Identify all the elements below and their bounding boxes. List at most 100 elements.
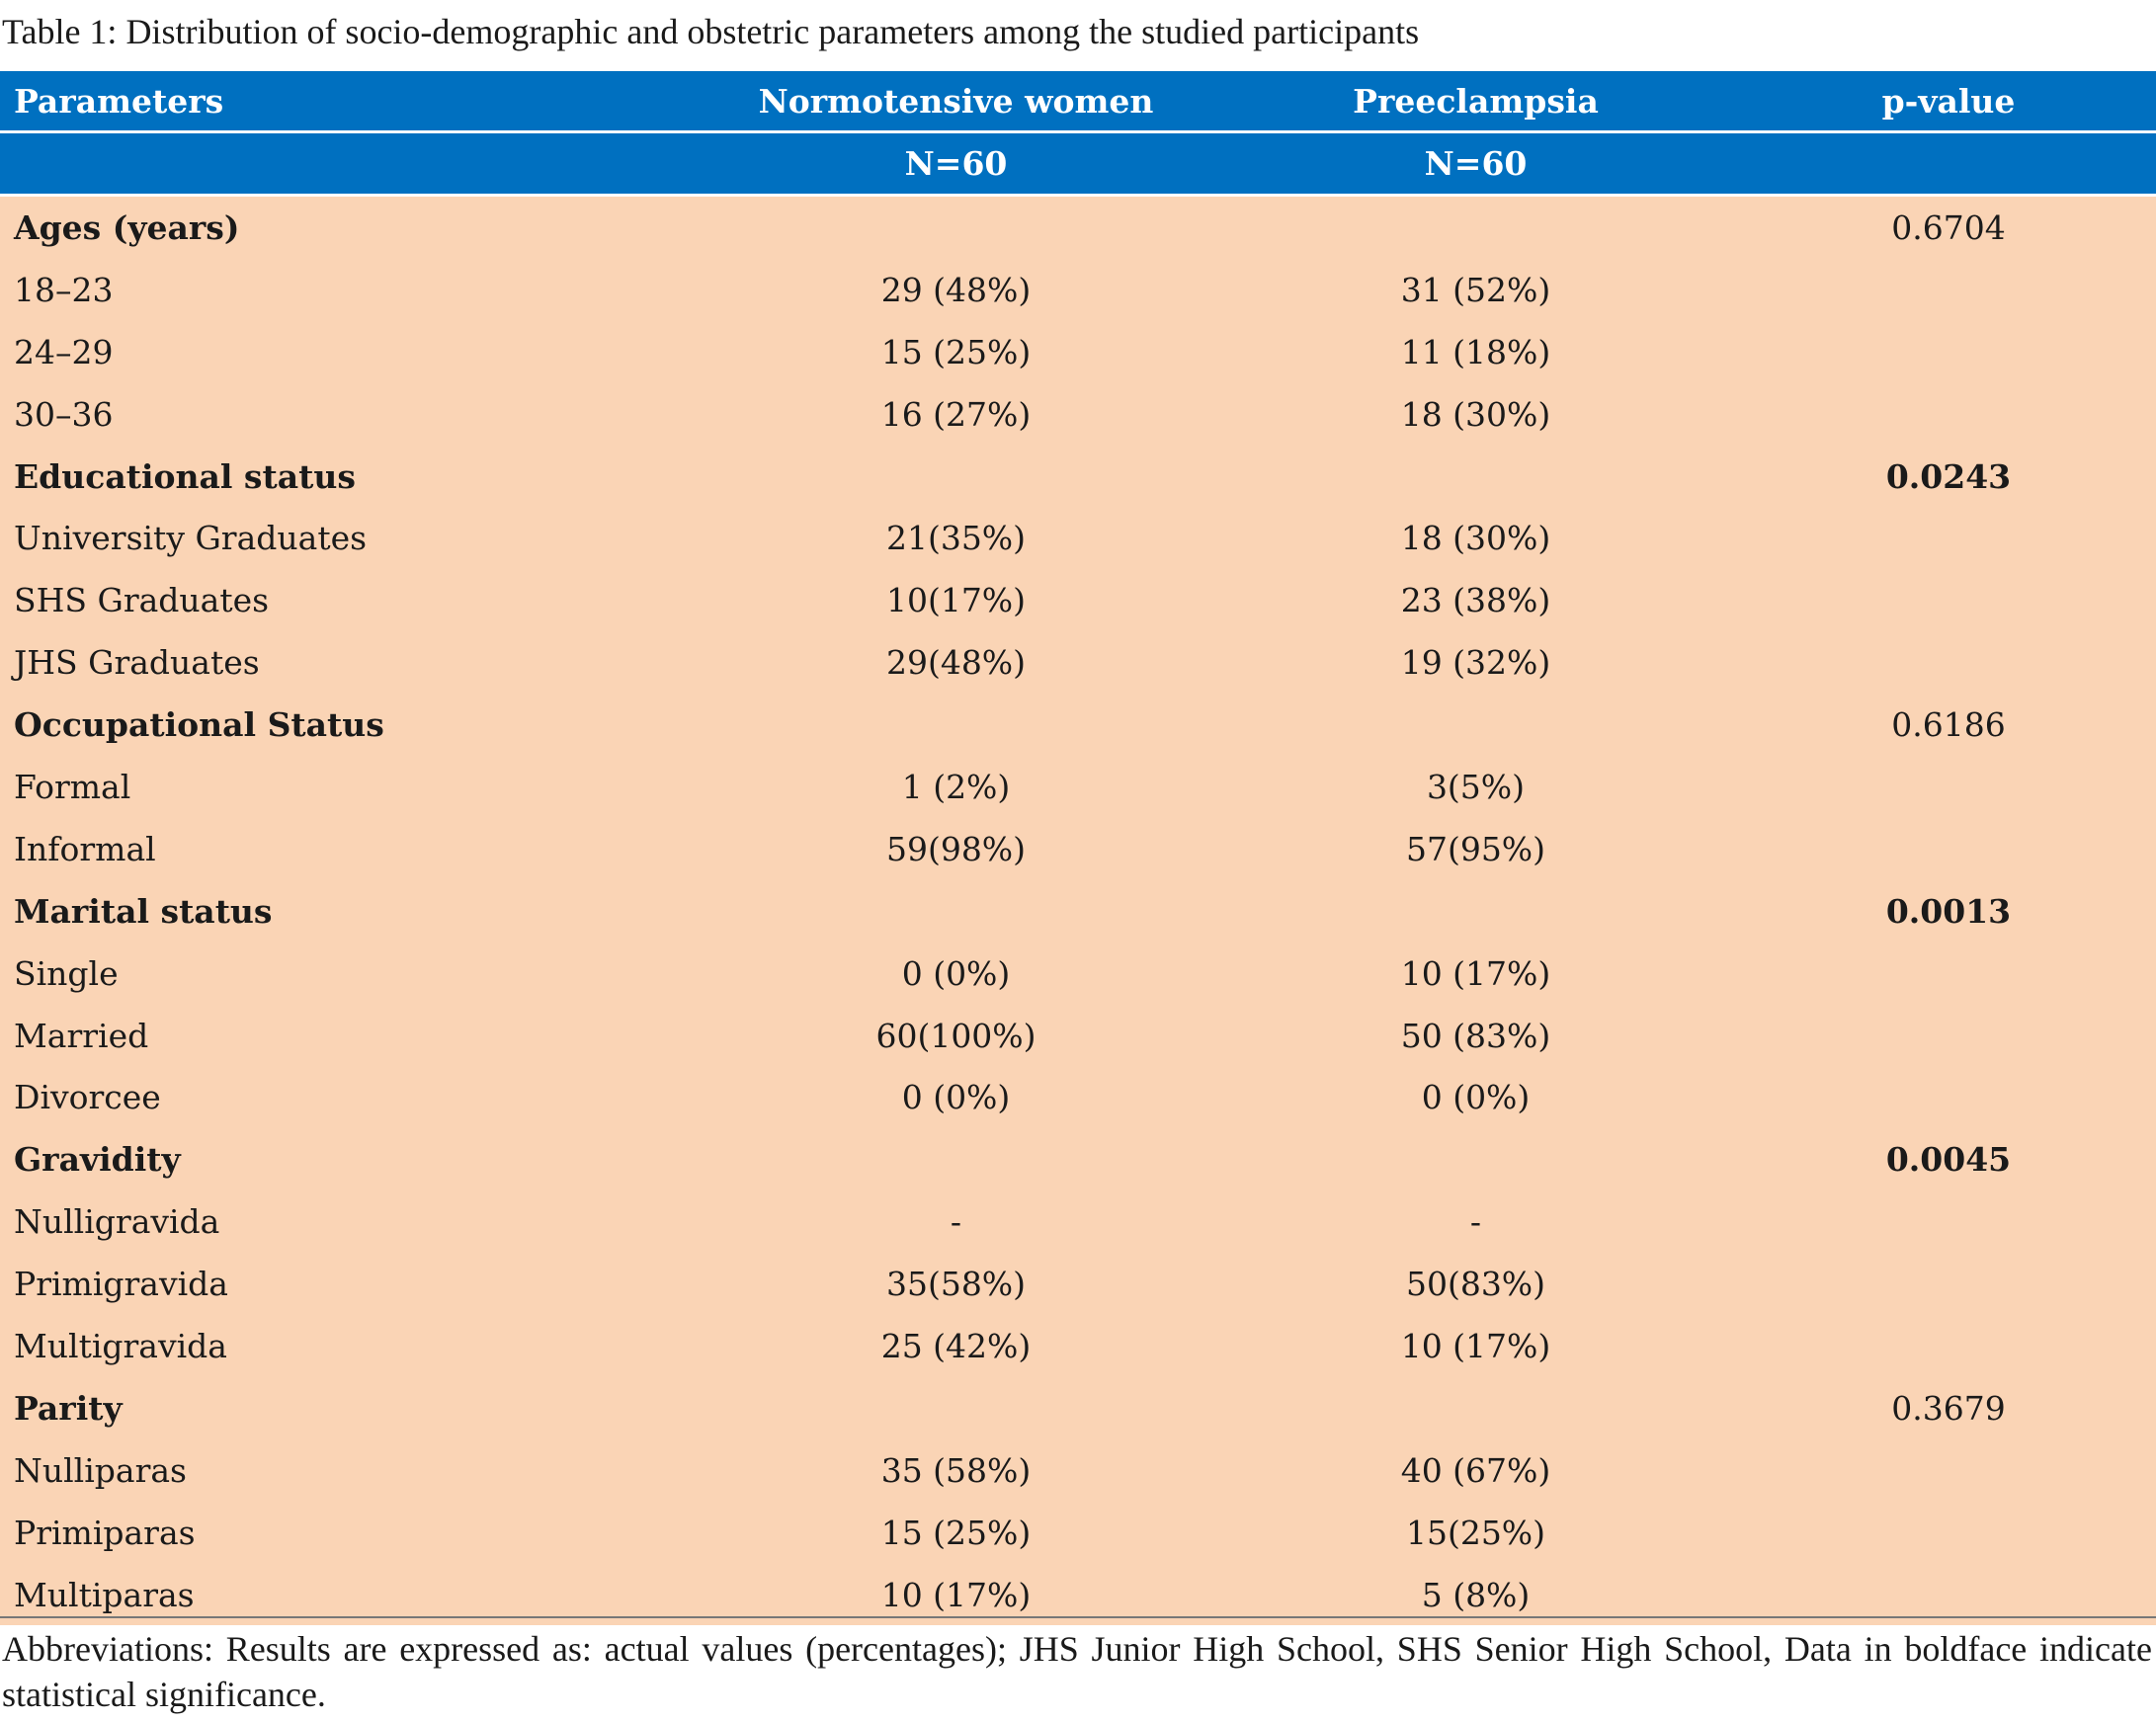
group-row: Educational status 0.0243 — [0, 446, 2156, 508]
p-value-cell: 0.0045 — [1885, 1140, 2012, 1180]
preeclampsia-value: 40 (67%) — [1400, 1450, 1551, 1490]
preeclampsia-value: 0 (0%) — [1421, 1078, 1531, 1117]
preeclampsia-value: 15(25%) — [1405, 1513, 1546, 1552]
normotensive-value: 35 (58%) — [880, 1450, 1032, 1490]
group-empty-cell — [702, 1128, 1210, 1190]
preeclampsia-value: 5 (8%) — [1421, 1575, 1531, 1614]
row-label: Nulligravida — [14, 1202, 220, 1242]
table-row: Multigravida 25 (42%) 10 (17%) — [0, 1315, 2156, 1377]
normotensive-value: 29(48%) — [885, 643, 1027, 683]
table-row: 30–36 16 (27%) 18 (30%) — [0, 383, 2156, 446]
row-empty-pvalue — [1741, 943, 2156, 1005]
header-n-preeclampsia: N=60 — [1210, 133, 1741, 194]
table-caption: Table 1: Distribution of socio-demograph… — [2, 12, 1420, 51]
normotensive-value: 10(17%) — [885, 581, 1027, 620]
normotensive-value: 29 (48%) — [880, 270, 1032, 309]
normotensive-value: 15 (25%) — [880, 1513, 1032, 1552]
row-empty-pvalue — [1741, 756, 2156, 818]
preeclampsia-value: 57(95%) — [1405, 829, 1546, 868]
table-footnote: Abbreviations: Results are expressed as:… — [2, 1629, 2152, 1714]
footer-divider — [0, 1616, 2156, 1618]
group-empty-cell — [1210, 880, 1741, 943]
p-value-cell: 0.0243 — [1885, 456, 2012, 496]
row-label: 24–29 — [14, 332, 114, 371]
table-row: University Graduates 21(35%) 18 (30%) — [0, 507, 2156, 569]
table-row: Informal 59(98%) 57(95%) — [0, 818, 2156, 880]
table-row: Primiparas 15 (25%) 15(25%) — [0, 1502, 2156, 1564]
group-empty-cell — [1210, 446, 1741, 508]
group-row: Marital status 0.0013 — [0, 880, 2156, 943]
row-label: Multigravida — [14, 1326, 227, 1365]
normotensive-value: 21(35%) — [885, 519, 1027, 558]
group-title: Marital status — [14, 891, 273, 931]
row-label: Single — [14, 953, 119, 993]
group-empty-cell — [1210, 197, 1741, 259]
row-empty-pvalue — [1741, 818, 2156, 880]
row-label: Nulliparas — [14, 1450, 187, 1490]
normotensive-value: 35(58%) — [885, 1265, 1027, 1304]
group-title: Gravidity — [14, 1140, 181, 1180]
row-empty-pvalue — [1741, 631, 2156, 694]
preeclampsia-value: 18 (30%) — [1400, 394, 1551, 434]
row-empty-pvalue — [1741, 1190, 2156, 1253]
header-parameters: Parameters — [0, 71, 702, 130]
row-label: Divorcee — [14, 1078, 161, 1117]
preeclampsia-value: 10 (17%) — [1400, 953, 1551, 993]
row-empty-pvalue — [1741, 1502, 2156, 1564]
row-label: Formal — [14, 767, 131, 806]
table-row: SHS Graduates 10(17%) 23 (38%) — [0, 569, 2156, 631]
row-empty-pvalue — [1741, 1439, 2156, 1502]
preeclampsia-value: - — [1469, 1202, 1482, 1242]
header-sub-empty — [0, 133, 702, 194]
group-title: Ages (years) — [14, 207, 240, 247]
table-row: Multiparas 10 (17%) 5 (8%) — [0, 1564, 2156, 1626]
group-title: Educational status — [14, 456, 356, 496]
table-row: Single 0 (0%) 10 (17%) — [0, 943, 2156, 1005]
table-row: Nulligravida - - — [0, 1190, 2156, 1253]
normotensive-value: 59(98%) — [885, 829, 1027, 868]
row-label: Married — [14, 1016, 149, 1055]
group-empty-cell — [1210, 694, 1741, 756]
preeclampsia-value: 3(5%) — [1426, 767, 1526, 806]
table-row: 18–23 29 (48%) 31 (52%) — [0, 259, 2156, 321]
group-empty-cell — [702, 1377, 1210, 1439]
table-row: Formal 1 (2%) 3(5%) — [0, 756, 2156, 818]
row-label: Primigravida — [14, 1265, 228, 1304]
header-subrow: N=60 N=60 — [0, 133, 2156, 194]
row-label: JHS Graduates — [14, 643, 260, 683]
normotensive-value: 0 (0%) — [901, 953, 1011, 993]
preeclampsia-value: 31 (52%) — [1400, 270, 1551, 309]
normotensive-value: 1 (2%) — [901, 767, 1011, 806]
normotensive-value: - — [950, 1202, 962, 1242]
group-empty-cell — [702, 880, 1210, 943]
table-header: Parameters Normotensive women Preeclamps… — [0, 71, 2156, 197]
header-preeclampsia: Preeclampsia — [1210, 71, 1741, 130]
normotensive-value: 10 (17%) — [880, 1575, 1032, 1614]
preeclampsia-value: 10 (17%) — [1400, 1326, 1551, 1365]
row-label: SHS Graduates — [14, 581, 270, 620]
preeclampsia-value: 50 (83%) — [1400, 1016, 1551, 1055]
group-row: Parity 0.3679 — [0, 1377, 2156, 1439]
table-row: Married 60(100%) 50 (83%) — [0, 1005, 2156, 1067]
header-n-normotensive: N=60 — [702, 133, 1210, 194]
table-row: Divorcee 0 (0%) 0 (0%) — [0, 1066, 2156, 1128]
row-label: Informal — [14, 829, 156, 868]
table-row: 24–29 15 (25%) 11 (18%) — [0, 321, 2156, 383]
row-empty-pvalue — [1741, 1253, 2156, 1315]
header-sub-empty-pvalue — [1741, 133, 2156, 194]
normotensive-value: 15 (25%) — [880, 332, 1032, 371]
preeclampsia-value: 19 (32%) — [1400, 643, 1551, 683]
row-empty-pvalue — [1741, 1066, 2156, 1128]
table-row: Primigravida 35(58%) 50(83%) — [0, 1253, 2156, 1315]
row-empty-pvalue — [1741, 1315, 2156, 1377]
row-empty-pvalue — [1741, 569, 2156, 631]
row-label: University Graduates — [14, 519, 368, 558]
group-row: Gravidity 0.0045 — [0, 1128, 2156, 1190]
preeclampsia-value: 11 (18%) — [1400, 332, 1551, 371]
header-pvalue: p-value — [1741, 71, 2156, 130]
row-label: Multiparas — [14, 1575, 195, 1614]
group-title: Occupational Status — [14, 705, 384, 745]
p-value-cell: 0.6704 — [1891, 207, 2006, 247]
data-table: Parameters Normotensive women Preeclamps… — [0, 71, 2156, 1626]
group-empty-cell — [702, 694, 1210, 756]
